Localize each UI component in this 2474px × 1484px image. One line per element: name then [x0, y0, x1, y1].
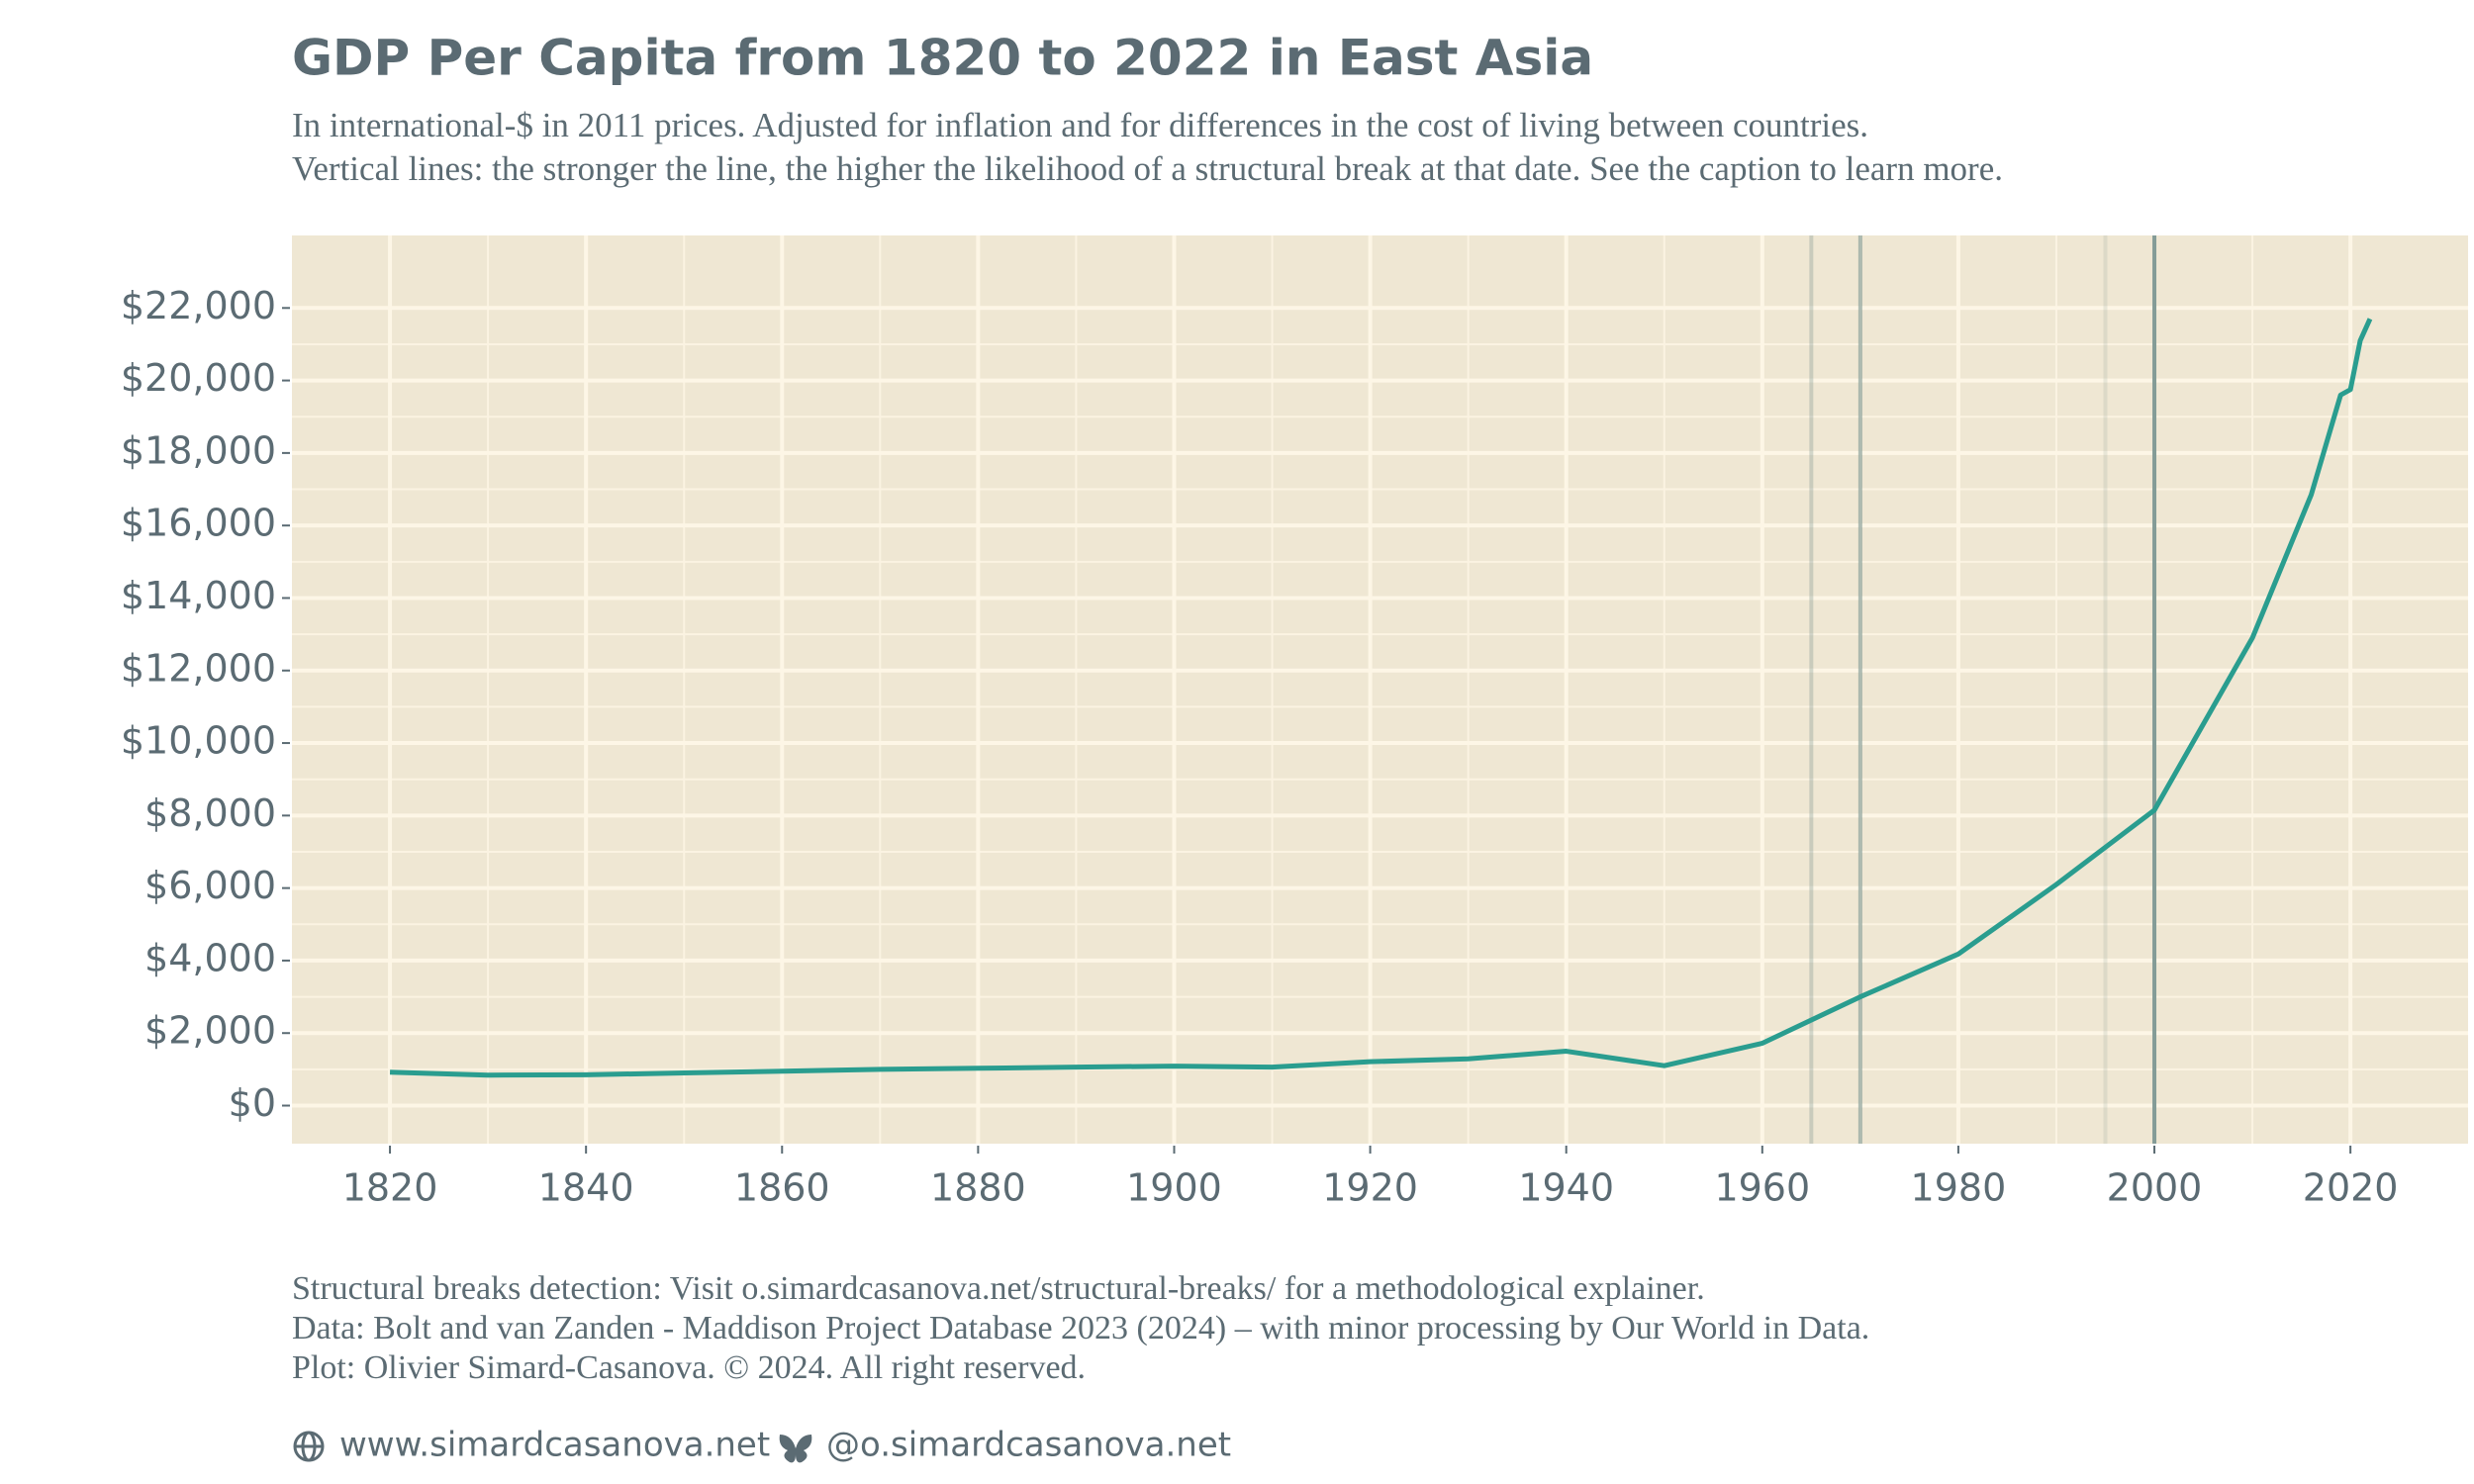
y-tick-label: $2,000	[144, 1009, 276, 1053]
social-link[interactable]: @o.simardcasanova.net	[826, 1426, 1231, 1465]
x-tick-label: 1920	[1322, 1166, 1418, 1210]
y-tick-label: $10,000	[121, 719, 276, 763]
website-link[interactable]: www.simardcasanova.net	[339, 1426, 770, 1465]
globe-icon	[293, 1431, 325, 1462]
x-tick-label: 1980	[1911, 1166, 2007, 1210]
subtitle: Vertical lines: the stronger the line, t…	[292, 149, 2003, 188]
y-tick-label: $14,000	[121, 574, 276, 617]
x-tick-label: 1900	[1126, 1166, 1222, 1210]
y-tick-label: $12,000	[121, 646, 276, 690]
x-tick-label: 1840	[538, 1166, 634, 1210]
x-tick-label: 1960	[1714, 1166, 1810, 1210]
y-tick-label: $22,000	[121, 284, 276, 327]
subtitle: In international-$ in 2011 prices. Adjus…	[292, 106, 1868, 144]
x-tick-label: 2020	[2303, 1166, 2399, 1210]
caption: Structural breaks detection: Visit o.sim…	[292, 1270, 1705, 1307]
y-tick-label: $20,000	[121, 356, 276, 400]
y-tick-label: $18,000	[121, 428, 276, 472]
caption: Plot: Olivier Simard-Casanova. © 2024. A…	[292, 1349, 1086, 1386]
y-tick-label: $0	[229, 1081, 276, 1125]
x-tick-label: 2000	[2107, 1166, 2203, 1210]
caption: Data: Bolt and van Zanden - Maddison Pro…	[292, 1310, 1869, 1346]
y-tick-label: $6,000	[144, 864, 276, 907]
x-tick-label: 1940	[1518, 1166, 1614, 1210]
y-tick-label: $8,000	[144, 791, 276, 835]
y-tick-label: $16,000	[121, 502, 276, 545]
chart-title: GDP Per Capita from 1820 to 2022 in East…	[292, 30, 1593, 87]
x-tick-label: 1860	[734, 1166, 830, 1210]
plot-background	[292, 235, 2468, 1144]
x-tick-label: 1820	[342, 1166, 438, 1210]
y-tick-label: $4,000	[144, 936, 276, 979]
x-tick-label: 1880	[930, 1166, 1026, 1210]
data-line	[389, 318, 2373, 1078]
butterfly-icon	[779, 1435, 812, 1463]
